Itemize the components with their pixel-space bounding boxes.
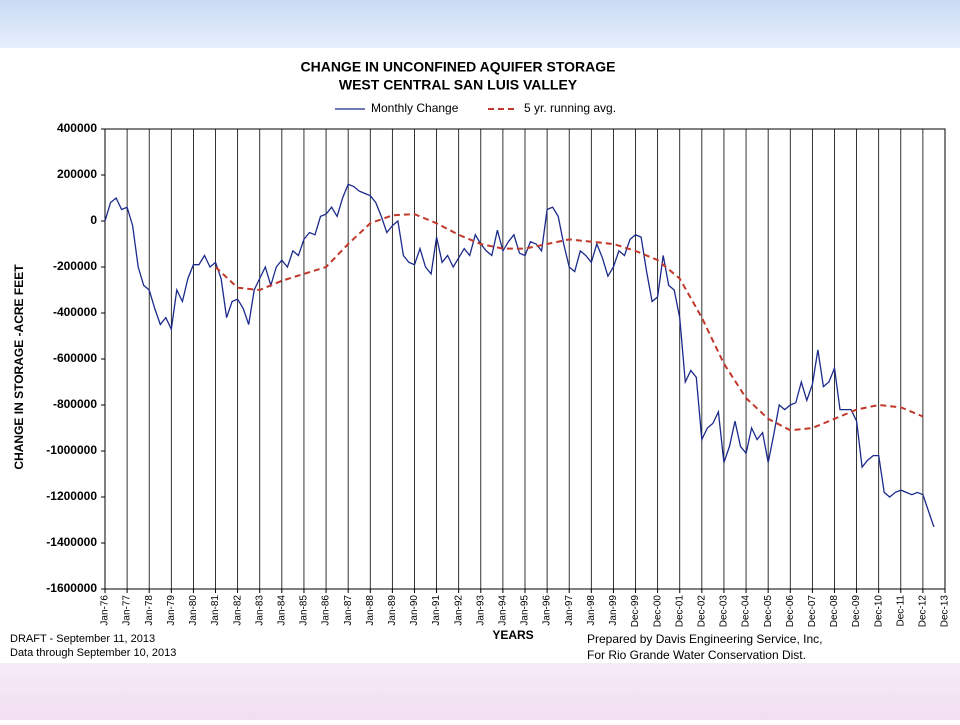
x-tick-label: Jan-89 (387, 595, 398, 626)
x-tick-label: Jan-94 (498, 595, 509, 626)
series-line (214, 213, 924, 432)
x-axis-label: YEARS (492, 628, 533, 642)
y-tick-label: -1200000 (46, 489, 97, 503)
x-tick-label: Jan-85 (299, 595, 310, 626)
x-tick-label: Jan-98 (586, 595, 597, 626)
bottom-band (0, 663, 960, 720)
x-tick-label: Jan-84 (276, 595, 287, 626)
note: DRAFT - September 11, 2013 (10, 633, 155, 645)
x-tick-label: Jan-76 (100, 595, 111, 626)
credit: Prepared by Davis Engineering Service, I… (587, 632, 822, 646)
x-tick-label: Jan-83 (254, 595, 265, 626)
note: Data through September 10, 2013 (10, 647, 176, 659)
x-tick-label: Jan-78 (144, 595, 155, 626)
x-tick-label: Dec-05 (763, 595, 774, 628)
legend-label: 5 yr. running avg. (524, 101, 616, 115)
y-tick-label: -1600000 (46, 581, 97, 595)
x-tick-label: Dec-99 (630, 595, 641, 628)
x-tick-label: Dec-10 (873, 595, 884, 628)
y-tick-label: -1400000 (46, 535, 97, 549)
y-tick-label: 400000 (57, 121, 97, 135)
x-tick-label: Dec-07 (807, 595, 818, 628)
chart-title: CHANGE IN UNCONFINED AQUIFER STORAGE (300, 59, 615, 75)
x-tick-label: Jan-99 (608, 595, 619, 626)
x-tick-label: Dec-11 (895, 595, 906, 627)
y-tick-label: -1000000 (46, 443, 97, 457)
y-tick-label: -200000 (53, 259, 97, 273)
x-tick-label: Dec-04 (741, 595, 752, 628)
x-tick-label: Dec-13 (940, 595, 951, 628)
y-tick-label: 0 (90, 213, 97, 227)
x-tick-label: Jan-79 (166, 595, 177, 626)
x-tick-label: Dec-08 (829, 595, 840, 628)
x-tick-label: Jan-97 (564, 595, 575, 626)
x-tick-label: Jan-88 (365, 595, 376, 626)
x-tick-label: Jan-81 (210, 595, 221, 626)
x-tick-label: Jan-90 (409, 595, 420, 626)
x-tick-label: Jan-93 (475, 595, 486, 626)
x-tick-label: Jan-87 (343, 595, 354, 626)
x-tick-label: Jan-80 (188, 595, 199, 626)
x-tick-label: Dec-03 (719, 595, 730, 628)
y-tick-label: -800000 (53, 397, 97, 411)
legend-label: Monthly Change (371, 101, 459, 115)
x-tick-label: Jan-92 (453, 595, 464, 626)
x-tick-label: Dec-00 (652, 595, 663, 628)
y-tick-label: 200000 (57, 167, 97, 181)
credit: For Rio Grande Water Conservation Dist. (587, 648, 806, 662)
x-tick-label: Jan-77 (122, 595, 133, 626)
top-band (0, 0, 960, 48)
x-tick-label: Dec-12 (918, 595, 929, 628)
x-tick-label: Jan-82 (232, 595, 243, 626)
x-tick-label: Dec-01 (674, 595, 685, 628)
x-tick-label: Jan-86 (321, 595, 332, 626)
x-tick-label: Dec-02 (696, 595, 707, 628)
x-tick-label: Jan-96 (542, 595, 553, 626)
chart-subtitle: WEST CENTRAL SAN LUIS VALLEY (339, 77, 578, 93)
y-axis-label: CHANGE IN STORAGE -ACRE FEET (12, 264, 26, 470)
x-tick-label: Dec-06 (785, 595, 796, 628)
y-tick-label: -400000 (53, 305, 97, 319)
series-line (104, 183, 935, 528)
x-tick-label: Dec-09 (851, 595, 862, 628)
x-tick-label: Jan-95 (520, 595, 531, 626)
y-tick-label: -600000 (53, 351, 97, 365)
x-tick-label: Jan-91 (431, 595, 442, 626)
